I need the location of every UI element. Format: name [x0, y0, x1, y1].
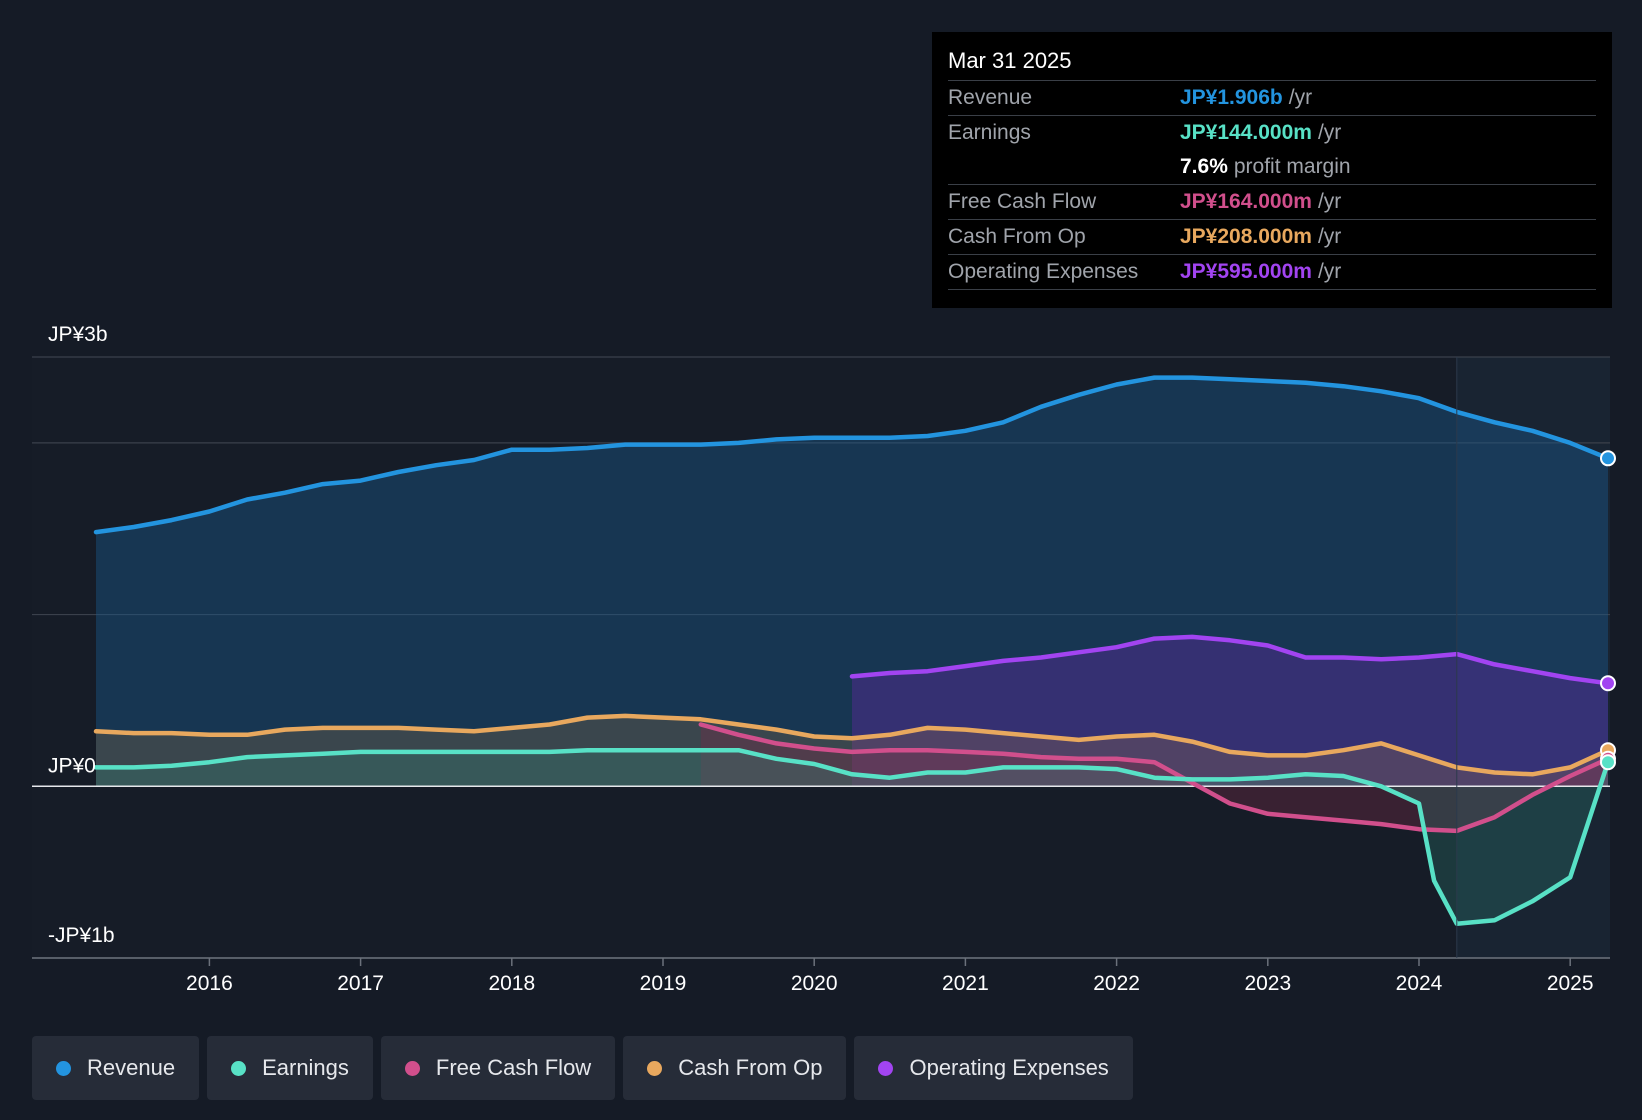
tooltip-label: Revenue — [948, 86, 1033, 109]
tooltip-value: JP¥595.000m — [1180, 260, 1312, 283]
tooltip-date: Mar 31 2025 — [948, 46, 1596, 81]
x-tick-label: 2017 — [337, 972, 384, 995]
x-tick-label: 2020 — [791, 972, 838, 995]
legend-dot-icon — [56, 1060, 71, 1076]
legend-item-revenue[interactable]: Revenue — [32, 1036, 200, 1100]
x-tick-label: 2021 — [942, 972, 989, 995]
legend-label: Cash From Op — [678, 1055, 823, 1080]
opex-end-point[interactable] — [1600, 675, 1616, 692]
x-tick-label: 2016 — [186, 972, 233, 995]
y-tick-label: JP¥0 — [48, 754, 96, 777]
x-axis: 2016 2017 2018 2019 2020 2021 2022 2023 2024 2025 — [32, 957, 1610, 995]
earnings-line — [93, 747, 1611, 926]
tooltip: Mar 31 2025 Revenue JP¥1.906b /yr Earnin… — [932, 32, 1612, 308]
legend-dot-icon — [231, 1060, 247, 1076]
legend-label: Earnings — [262, 1055, 349, 1080]
legend-item-earnings[interactable]: Earnings — [207, 1036, 373, 1100]
legend-label: Operating Expenses — [909, 1055, 1109, 1080]
legend-label: Free Cash Flow — [435, 1055, 592, 1080]
x-tick-label: 2018 — [488, 972, 535, 995]
tooltip-unit: /yr — [1288, 86, 1313, 109]
tooltip-unit: /yr — [1317, 121, 1342, 144]
tooltip-row-revenue: Revenue JP¥1.906b /yr — [948, 81, 1596, 116]
opex-line — [849, 634, 1611, 686]
x-tick-label: 2023 — [1244, 972, 1291, 995]
legend-label: Revenue — [87, 1055, 176, 1080]
cfo-line — [93, 713, 1611, 777]
revenue-area — [96, 377, 1608, 787]
y-axis-labels: JP¥3b JP¥0 -JP¥1b — [48, 323, 115, 947]
y-tick-label: -JP¥1b — [48, 924, 115, 947]
tooltip-row-profit-margin: 7.6% profit margin — [948, 150, 1596, 185]
x-tick-label: 2019 — [640, 972, 687, 995]
tooltip-row-earnings: Earnings JP¥144.000m /yr — [948, 116, 1596, 150]
tooltip-unit: /yr — [1317, 190, 1342, 213]
x-tick-label: 2024 — [1396, 972, 1443, 995]
tooltip-unit: /yr — [1317, 225, 1342, 248]
x-tick-label: 2025 — [1547, 972, 1594, 995]
legend-item-fcf[interactable]: Free Cash Flow — [380, 1036, 616, 1100]
legend-dot-icon — [404, 1060, 420, 1076]
forecast-highlight-region — [1456, 357, 1610, 958]
legend-dot-icon — [647, 1060, 663, 1076]
opex-area — [852, 636, 1608, 787]
tooltip-label: Operating Expenses — [948, 260, 1139, 283]
legend-item-cfo[interactable]: Cash From Op — [623, 1036, 847, 1100]
tooltip-value: JP¥1.906b — [1180, 86, 1283, 109]
tooltip-row-fcf: Free Cash Flow JP¥164.000m /yr — [948, 185, 1596, 220]
legend: Revenue Earnings Free Cash Flow Cash Fro… — [32, 1036, 1133, 1100]
tooltip-row-cfo: Cash From Op JP¥208.000m /yr — [948, 220, 1596, 255]
tooltip-label: Free Cash Flow — [948, 190, 1097, 213]
tooltip-unit: profit margin — [1233, 155, 1351, 178]
y-tick-label: JP¥3b — [48, 323, 108, 346]
tooltip-value: JP¥208.000m — [1180, 225, 1312, 248]
earnings-end-point[interactable] — [1600, 754, 1616, 771]
tooltip-label: Cash From Op — [948, 225, 1086, 248]
tooltip-value: 7.6% — [1180, 155, 1228, 178]
x-tick-label: 2022 — [1093, 972, 1140, 995]
tooltip-value: JP¥144.000m — [1180, 121, 1312, 144]
revenue-line — [93, 375, 1611, 535]
legend-item-opex[interactable]: Operating Expenses — [854, 1036, 1133, 1100]
revenue-end-point[interactable] — [1600, 450, 1616, 467]
tooltip-unit: /yr — [1317, 260, 1342, 283]
legend-dot-icon — [878, 1060, 894, 1076]
tooltip-row-opex: Operating Expenses JP¥595.000m /yr — [948, 255, 1596, 290]
tooltip-value: JP¥164.000m — [1180, 190, 1312, 213]
tooltip-label: Earnings — [948, 121, 1031, 144]
